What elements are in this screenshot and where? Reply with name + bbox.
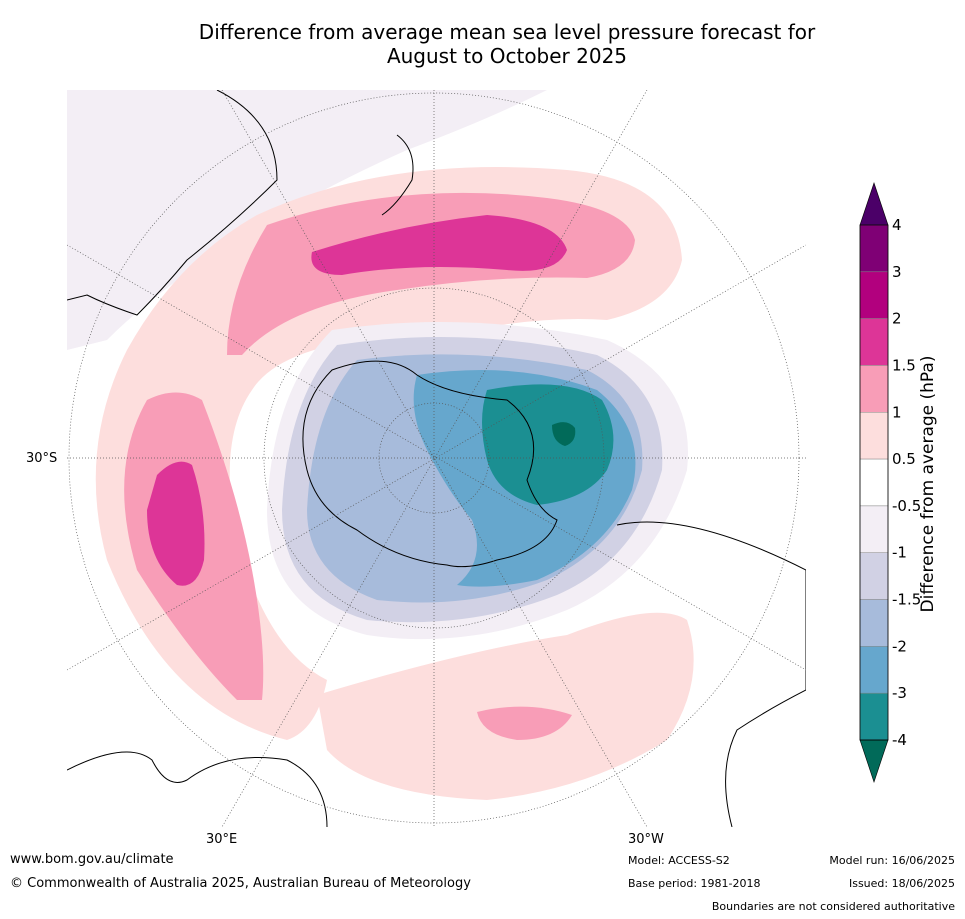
colorbar-tick-label: 1 — [892, 403, 902, 421]
colorbar-tick-label: -1 — [892, 544, 907, 562]
footer-disclaimer: Boundaries are not considered authoritat… — [711, 900, 955, 913]
south-america-coastline — [616, 521, 806, 827]
australia-coastline — [67, 90, 278, 316]
colorbar-bin — [859, 505, 889, 553]
colorbar-bin — [859, 271, 889, 319]
footer-model: Model: ACCESS-S2 — [628, 854, 730, 867]
colorbar-outline — [859, 224, 889, 741]
anomaly-1.5-2-west — [147, 461, 205, 586]
anomaly-0.5-1-south-band — [317, 612, 694, 800]
colorbar-tick-label: 1.5 — [892, 356, 916, 374]
lat-label-30s: 30°S — [26, 451, 58, 466]
colorbar-bin — [859, 552, 889, 600]
map-canvas — [67, 90, 806, 827]
africa-coastline — [67, 751, 328, 827]
colorbar-bin — [859, 318, 889, 366]
colorbar-tick-label: 0.5 — [892, 450, 916, 468]
footer-copyright: © Commonwealth of Australia 2025, Austra… — [10, 876, 471, 891]
title-line-2: August to October 2025 — [386, 44, 628, 68]
colorbar-bin — [859, 365, 889, 413]
australia-region-shading — [67, 90, 547, 350]
anomaly-below-neg4 — [552, 422, 576, 446]
colorbar-tick-label: -2 — [892, 637, 907, 655]
colorbar: 4 3 2 1.5 1 0.5 -0.5 -1 -1.5 -2 -3 -4 — [859, 182, 921, 783]
anomaly-1-1.5-south-patch — [477, 706, 572, 740]
colorbar-extend-bottom — [859, 739, 889, 783]
footer-model-run: Model run: 16/06/2025 — [829, 854, 955, 867]
colorbar-bin — [859, 692, 889, 741]
title-line-1: Difference from average mean sea level p… — [198, 20, 816, 44]
colorbar-title: Difference from average (hPa) — [918, 355, 938, 613]
colorbar-tick-label: -4 — [892, 731, 907, 749]
colorbar-bin — [859, 224, 889, 273]
antarctica-coastline — [302, 360, 558, 568]
colorbar-tick-label: 2 — [892, 310, 902, 328]
lon-label-30w: 30°W — [628, 832, 664, 847]
colorbar-bin — [859, 599, 889, 647]
colorbar-tick-label: -0.5 — [892, 497, 921, 515]
graticule — [67, 90, 806, 827]
colorbar-bin — [859, 458, 889, 507]
colorbar-tick-label: 4 — [892, 216, 902, 234]
colorbar-bin — [859, 412, 889, 460]
colorbar-extend-top — [859, 182, 889, 226]
colorbar-bin — [859, 646, 889, 694]
new-zealand-coastline — [381, 134, 414, 216]
anomaly-1.5-2-north — [311, 215, 567, 275]
lon-label-30e: 30°E — [206, 832, 238, 847]
colorbar-tick-label: -1.5 — [892, 591, 921, 609]
footer-issued: Issued: 18/06/2025 — [848, 877, 955, 890]
footer-base-period: Base period: 1981-2018 — [628, 877, 761, 890]
colorbar-tick-label: 3 — [892, 263, 902, 281]
chart-title: Difference from average mean sea level p… — [0, 20, 965, 68]
anomaly-neg3-neg4 — [482, 384, 614, 505]
footer-website[interactable]: www.bom.gov.au/climate — [10, 852, 174, 867]
colorbar-tick-label: -3 — [892, 684, 907, 702]
pressure-anomaly-map — [67, 90, 806, 827]
